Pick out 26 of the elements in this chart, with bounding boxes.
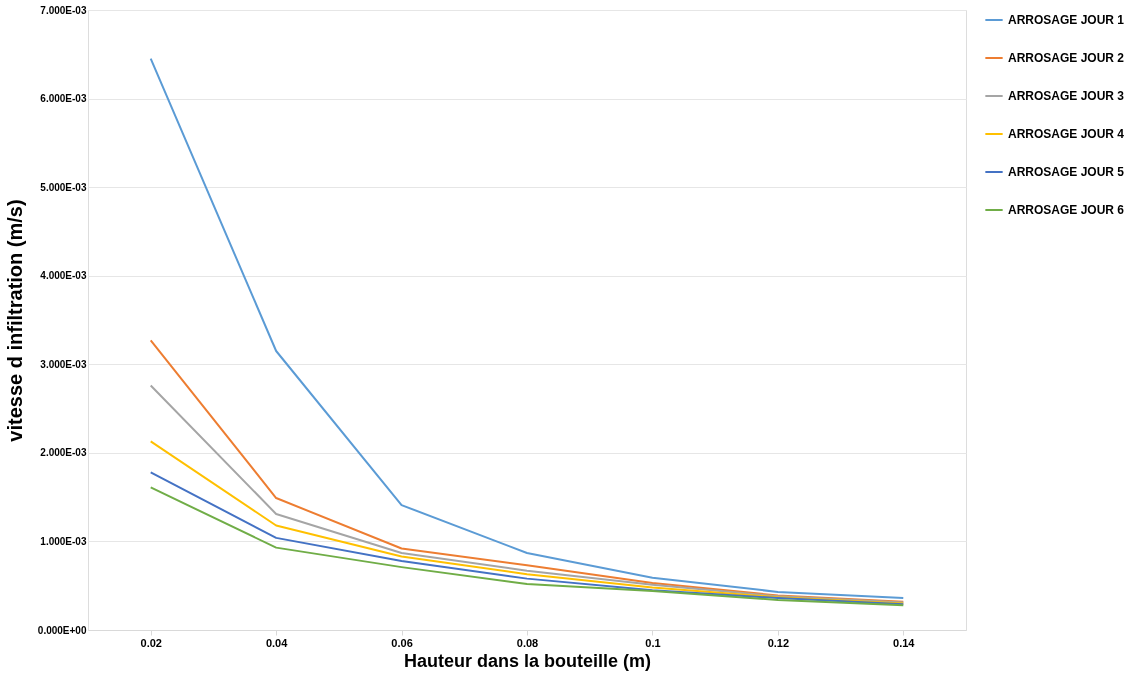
legend-label: ARROSAGE JOUR 2 [1008,51,1125,65]
line-series [149,440,905,605]
y-tick-label: 4.000E-03 [40,270,87,282]
legend-label: ARROSAGE JOUR 6 [1008,203,1125,217]
x-tick-label: 0.04 [265,636,289,649]
x-tick-label: 0.08 [516,636,539,649]
legend-label: ARROSAGE JOUR 5 [1008,165,1125,179]
y-tick-label: 7.000E-03 [40,4,87,16]
y-tick-label: 2.000E-03 [40,447,87,459]
y-tick-label: 1.000E-03 [40,535,87,547]
y-tick-label: 6.000E-03 [40,93,87,105]
line-series [149,57,905,600]
x-tick-label: 0.06 [391,636,413,649]
legend-label: ARROSAGE JOUR 4 [1008,127,1125,141]
x-tick-label: 0.12 [767,636,790,649]
y-axis-title: vitesse d infiltration (m/s) [3,199,26,442]
legend-label: ARROSAGE JOUR 3 [1008,89,1125,103]
x-tick-label: 0.14 [893,636,916,649]
legend-label: ARROSAGE JOUR 1 [1008,13,1125,27]
line-series [149,384,905,604]
y-tick-label: 3.000E-03 [40,358,87,370]
x-axis-title: Hauteur dans la bouteille (m) [403,650,652,671]
y-tick-label: 5.000E-03 [40,181,87,193]
y-tick-label: 0.000E+00 [37,624,87,636]
x-tick-label: 0.1 [645,636,661,649]
x-tick-label: 0.02 [140,636,162,649]
